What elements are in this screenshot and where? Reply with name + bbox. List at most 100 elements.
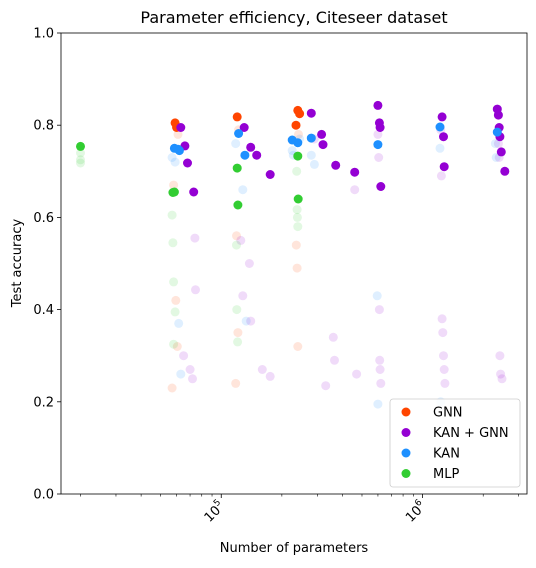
faded-point-kan-gnn-22: [376, 378, 386, 388]
faded-point-mlp-9: [232, 305, 242, 315]
faded-point-kan-13: [373, 399, 383, 409]
faded-point-kan-gnn-19: [374, 305, 384, 315]
faded-point-kan-6: [241, 316, 251, 326]
faded-point-mlp-14: [293, 222, 303, 232]
data-point-kan-gnn-19: [439, 162, 449, 172]
legend: GNN KAN + GNN KAN MLP: [389, 398, 521, 488]
faded-point-kan-gnn-10: [265, 371, 275, 381]
faded-point-kan-gnn-24: [436, 171, 446, 181]
data-point-gnn-5: [291, 120, 301, 130]
data-point-kan-gnn-21: [493, 110, 503, 120]
faded-point-kan-gnn-16: [352, 369, 362, 379]
y-tick-label-0.8: 0.8: [33, 119, 54, 134]
faded-point-kan-gnn-13: [328, 332, 338, 342]
faded-point-kan-gnn-28: [439, 365, 449, 374]
data-point-kan-7: [306, 133, 316, 143]
y-tick-label-0.6: 0.6: [33, 211, 54, 226]
faded-point-kan-10: [306, 150, 316, 160]
faded-point-kan-gnn-34: [497, 374, 507, 384]
data-point-kan-gnn-24: [496, 147, 506, 157]
faded-point-kan-gnn-25: [437, 314, 447, 324]
faded-point-mlp-5: [169, 277, 179, 287]
data-point-kan-gnn-5: [246, 142, 256, 152]
data-point-kan-gnn-17: [437, 112, 447, 122]
faded-point-kan-3: [176, 369, 186, 379]
data-point-mlp-6: [293, 194, 303, 204]
faded-point-mlp-4: [168, 238, 178, 248]
data-point-kan-6: [293, 138, 303, 148]
data-point-kan-gnn-2: [183, 158, 192, 168]
chart-title: Parameter efficiency, Citeseer dataset: [140, 8, 447, 27]
data-point-kan-3: [234, 129, 244, 138]
data-point-kan-gnn-4: [239, 123, 249, 132]
faded-point-kan-gnn-18: [374, 153, 384, 162]
faded-point-kan-gnn-2: [190, 233, 200, 243]
faded-point-gnn-6: [231, 378, 241, 388]
y-axis-label: Test accuracy: [10, 219, 25, 309]
faded-point-kan-gnn-17: [373, 129, 383, 139]
faded-point-kan-gnn-6: [238, 291, 248, 301]
faded-point-gnn-8: [292, 263, 302, 273]
data-point-gnn-2: [232, 112, 242, 122]
faded-point-gnn-9: [293, 342, 303, 351]
data-point-kan-2: [174, 146, 184, 156]
faded-point-kan-gnn-29: [440, 378, 450, 388]
faded-point-gnn-1: [171, 295, 181, 305]
faded-point-kan-0: [167, 153, 177, 162]
faded-point-kan-gnn-12: [321, 381, 331, 391]
faded-point-gnn-4: [232, 231, 241, 241]
faded-point-mlp-8: [232, 240, 241, 250]
legend-marker-kan-gnn: [401, 428, 411, 437]
data-point-kan-gnn-13: [373, 100, 383, 110]
faded-point-kan-5: [238, 185, 248, 195]
faded-point-gnn-12: [173, 129, 183, 139]
faded-point-mlp-13: [292, 212, 302, 222]
faded-point-kan-gnn-21: [375, 365, 385, 374]
data-point-kan-gnn-16: [376, 182, 386, 191]
faded-point-kan-gnn-5: [236, 235, 246, 245]
data-point-kan-8: [373, 140, 383, 150]
legend-marker-kan: [401, 448, 411, 458]
faded-point-mlp-10: [233, 337, 243, 347]
faded-point-gnn-0: [169, 180, 179, 190]
faded-point-kan-gnn-4: [188, 374, 197, 384]
data-point-kan-gnn-11: [331, 160, 341, 170]
data-point-kan-gnn-25: [500, 166, 510, 176]
faded-point-mlp-6: [170, 307, 180, 317]
data-point-kan-gnn-10: [318, 140, 328, 150]
faded-point-kan-gnn-0: [179, 351, 189, 361]
faded-point-gnn-3: [167, 383, 177, 393]
faded-point-mlp-0: [76, 148, 85, 158]
legend-label-gnn: GNN: [433, 406, 463, 421]
y-tick-label-0.0: 0.0: [33, 488, 54, 503]
faded-point-kan-gnn-26: [438, 328, 448, 338]
data-point-kan-gnn-6: [252, 150, 262, 160]
faded-point-kan-4: [231, 139, 241, 149]
plot-frame: [60, 32, 528, 495]
data-point-kan-gnn-0: [176, 123, 186, 132]
data-point-mlp-3: [232, 163, 242, 173]
data-point-kan-9: [435, 122, 445, 132]
legend-label-mlp: MLP: [433, 467, 459, 482]
legend-label-kan-gnn: KAN + GNN: [433, 426, 509, 441]
faded-point-mlp-3: [167, 210, 177, 220]
y-tick-label-0.4: 0.4: [33, 303, 54, 318]
data-point-mlp-4: [233, 200, 243, 210]
faded-point-kan-16: [490, 139, 500, 149]
faded-point-kan-gnn-33: [496, 369, 506, 379]
faded-point-gnn-5: [233, 328, 243, 338]
faded-point-kan-gnn-8: [246, 316, 256, 326]
x-axis-label: Number of parameters: [220, 541, 369, 556]
faded-point-kan-gnn-3: [191, 285, 200, 295]
faded-point-kan-gnn-7: [244, 259, 254, 268]
y-tick-label-0.2: 0.2: [33, 395, 54, 410]
data-point-gnn-4: [295, 109, 305, 119]
faded-point-kan-gnn-27: [439, 351, 448, 361]
data-point-kan-gnn-12: [350, 167, 360, 177]
data-point-kan-gnn-15: [375, 123, 385, 132]
faded-point-gnn-7: [291, 240, 301, 250]
data-point-kan-gnn-9: [317, 129, 327, 139]
legend-marker-gnn: [401, 407, 411, 417]
faded-point-kan-11: [309, 159, 319, 169]
faded-point-kan-12: [372, 291, 382, 301]
